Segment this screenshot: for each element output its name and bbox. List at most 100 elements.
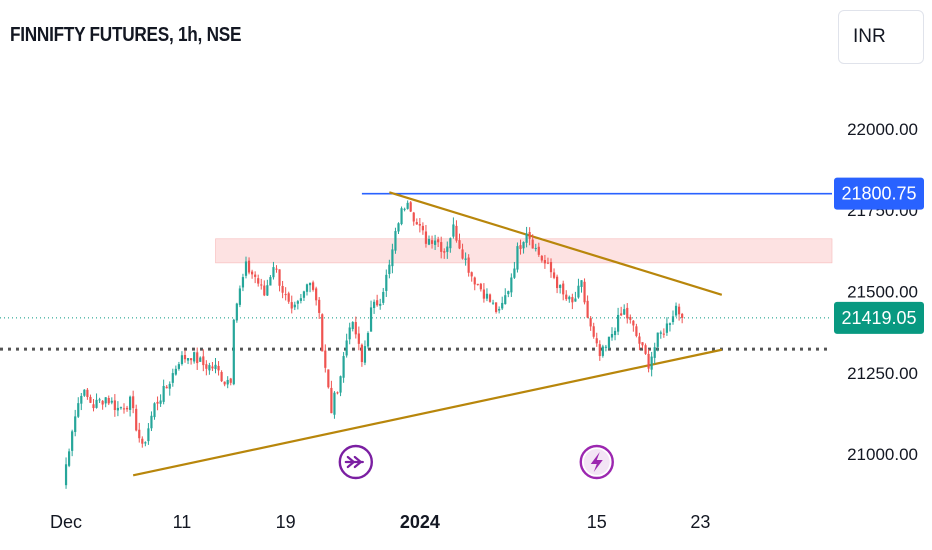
currency-label: INR [853, 26, 886, 47]
candle [437, 236, 440, 248]
candle [330, 380, 333, 414]
candle [101, 399, 104, 410]
candle [183, 350, 187, 363]
candle [171, 368, 174, 387]
candle [571, 293, 574, 310]
candle [299, 293, 302, 304]
candle [397, 222, 400, 235]
candle [647, 349, 650, 373]
candle [241, 273, 245, 292]
candle [272, 261, 275, 280]
candle [168, 381, 171, 396]
candle [254, 271, 257, 284]
candle [485, 288, 489, 302]
candle [577, 278, 580, 299]
candle [653, 342, 656, 364]
candle [434, 234, 437, 250]
candle [525, 226, 528, 248]
candle [607, 336, 611, 350]
candle [113, 394, 116, 417]
candle [641, 342, 644, 349]
candle [156, 396, 159, 411]
candle [244, 256, 248, 279]
candle [275, 265, 278, 273]
candle [71, 429, 74, 457]
candles-layer [64, 200, 684, 489]
candle [644, 343, 647, 355]
candle [430, 235, 434, 249]
candle [150, 411, 153, 432]
candle [177, 361, 180, 371]
candle [424, 224, 428, 248]
candle [119, 406, 123, 410]
candle [598, 340, 601, 361]
candle [290, 295, 293, 314]
candle [345, 333, 348, 358]
x-tick-label: 2024 [400, 512, 440, 532]
price-label-resistance: 21800.75 [834, 177, 924, 210]
candle [537, 242, 540, 257]
candle [632, 320, 635, 332]
candle [681, 312, 684, 324]
candle [443, 248, 446, 259]
currency-button[interactable]: INR [838, 10, 924, 64]
candle [205, 360, 208, 376]
candle [357, 326, 360, 351]
candle [144, 441, 147, 447]
candle [449, 237, 452, 253]
candle [336, 391, 339, 395]
candle [318, 297, 321, 319]
candle [488, 293, 492, 303]
candle [650, 351, 653, 377]
candle [208, 362, 211, 375]
candle [623, 304, 626, 315]
candle [376, 294, 379, 307]
candle [122, 403, 126, 414]
candle [620, 306, 623, 317]
candle [659, 330, 662, 339]
candle [528, 227, 531, 246]
candle [549, 258, 553, 278]
candle [351, 321, 354, 332]
candle [223, 381, 226, 387]
candle [251, 269, 254, 279]
candle [125, 405, 129, 412]
candle [107, 395, 110, 406]
candle [199, 356, 202, 362]
x-axis[interactable]: Dec 11 19 2024 15 23 [50, 512, 710, 532]
x-tick-label: Dec [50, 512, 82, 532]
candle [519, 239, 522, 255]
candle [369, 300, 373, 332]
candle [415, 218, 418, 225]
candle [629, 314, 632, 324]
candle [604, 344, 607, 352]
candle [516, 242, 519, 273]
candle [467, 254, 470, 277]
candle [296, 299, 299, 310]
dividend-arrows-icon[interactable] [338, 444, 373, 480]
candle [552, 268, 556, 280]
lightning-icon[interactable] [579, 444, 614, 480]
candle [626, 303, 629, 324]
candle [308, 282, 312, 293]
candle [400, 206, 403, 226]
candle [354, 316, 357, 339]
trendline-upper[interactable] [389, 191, 723, 296]
candle [260, 278, 263, 290]
candle [510, 273, 513, 297]
candle [440, 236, 443, 259]
candle [217, 361, 220, 376]
chart-title: FINNIFTY FUTURES, 1h, NSE [10, 24, 242, 46]
candle [138, 422, 141, 443]
candle [662, 328, 665, 338]
candle [461, 243, 464, 260]
candle [412, 211, 415, 226]
candle [665, 317, 668, 336]
trendline-lower[interactable] [132, 348, 723, 477]
candle [147, 423, 150, 445]
candle [269, 275, 272, 286]
candle [534, 243, 537, 252]
candle [388, 259, 391, 279]
